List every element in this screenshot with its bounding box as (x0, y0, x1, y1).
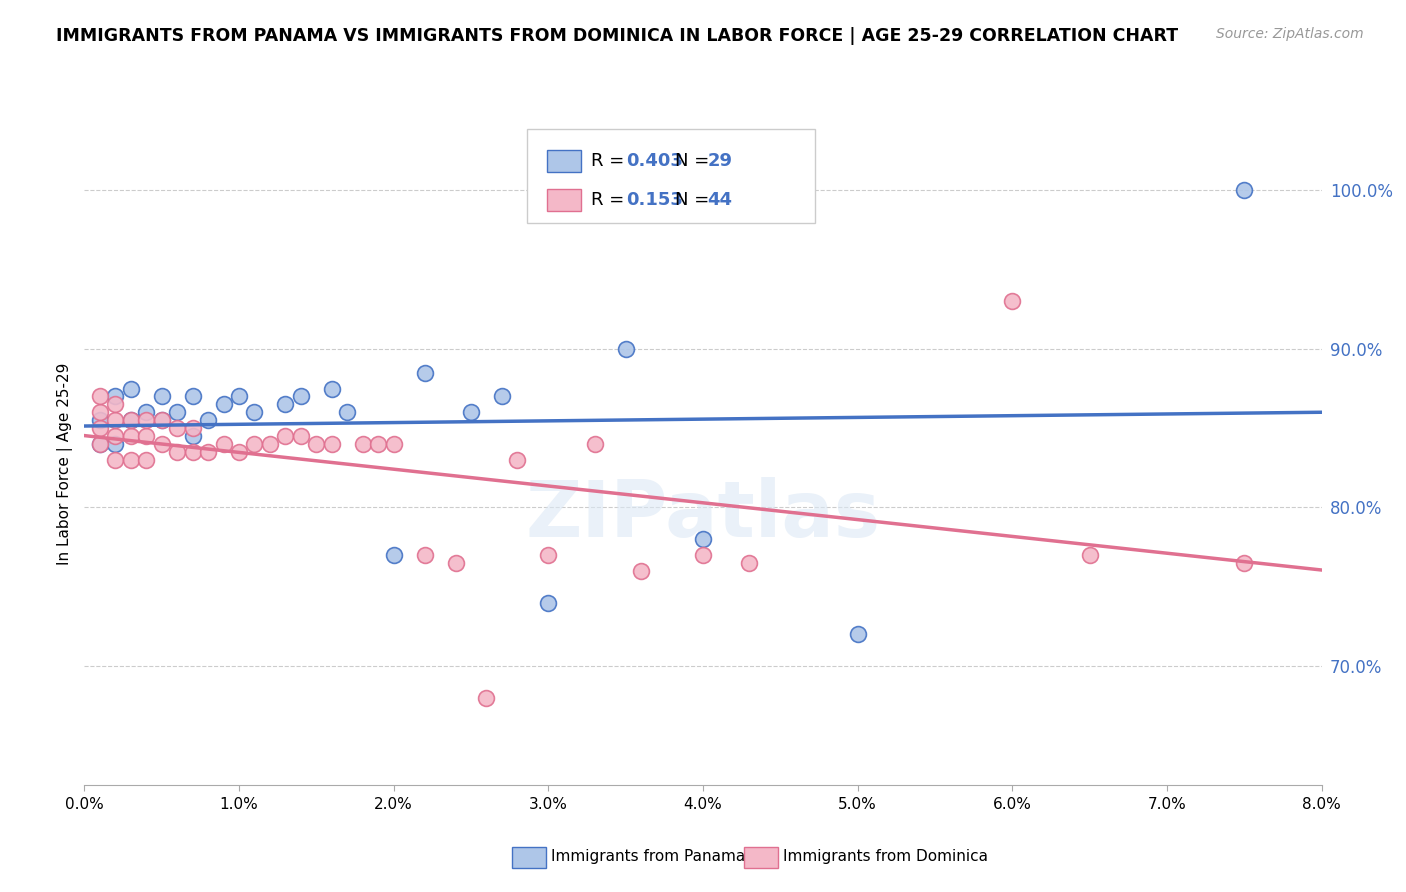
Point (150, 437, 173, 451)
Point (537, 548, 560, 562)
Point (197, 445, 219, 459)
Point (89, 413, 111, 427)
Point (150, 389, 173, 403)
Point (120, 413, 142, 427)
Point (120, 453, 142, 467)
Text: ZIPatlas: ZIPatlas (526, 477, 880, 553)
Point (506, 453, 529, 467)
Point (89, 421, 111, 435)
Point (614, 342, 637, 356)
Point (135, 429, 157, 443)
Text: IMMIGRANTS FROM PANAMA VS IMMIGRANTS FROM DOMINICA IN LABOR FORCE | AGE 25-29 CO: IMMIGRANTS FROM PANAMA VS IMMIGRANTS FRO… (56, 27, 1178, 45)
Point (1078, 548, 1101, 562)
Point (181, 421, 204, 435)
Point (135, 413, 157, 427)
Y-axis label: In Labor Force | Age 25-29: In Labor Force | Age 25-29 (58, 363, 73, 565)
Point (413, 548, 436, 562)
Point (491, 389, 513, 403)
Point (274, 397, 297, 411)
Point (166, 421, 188, 435)
Text: 44: 44 (707, 191, 733, 209)
Point (367, 437, 389, 451)
Point (89, 437, 111, 451)
Point (382, 437, 405, 451)
Point (321, 437, 343, 451)
Point (89, 437, 111, 451)
Point (228, 445, 250, 459)
Point (692, 532, 714, 546)
Point (104, 453, 127, 467)
Point (692, 548, 714, 562)
Point (537, 596, 560, 610)
Point (104, 389, 127, 403)
Point (120, 429, 142, 443)
Point (413, 366, 436, 380)
Point (290, 389, 312, 403)
Point (120, 382, 142, 396)
Point (135, 405, 157, 419)
Point (630, 564, 652, 578)
Point (382, 548, 405, 562)
Point (212, 397, 235, 411)
Point (259, 437, 281, 451)
Point (135, 453, 157, 467)
Point (150, 413, 173, 427)
Point (583, 437, 606, 451)
Point (336, 405, 359, 419)
Point (475, 690, 498, 705)
Text: Immigrants from Dominica: Immigrants from Dominica (783, 849, 988, 863)
Point (104, 437, 127, 451)
Point (212, 437, 235, 451)
Point (104, 397, 127, 411)
Point (846, 627, 869, 641)
Point (243, 437, 266, 451)
Point (181, 389, 204, 403)
Point (104, 429, 127, 443)
Text: 0.403: 0.403 (626, 152, 682, 169)
Point (150, 413, 173, 427)
Point (352, 437, 374, 451)
Point (228, 389, 250, 403)
Point (290, 429, 312, 443)
Point (89, 389, 111, 403)
Point (1001, 294, 1024, 309)
Point (197, 413, 219, 427)
Text: Immigrants from Panama: Immigrants from Panama (551, 849, 745, 863)
Point (1233, 183, 1256, 197)
Text: 29: 29 (707, 152, 733, 169)
Text: R =: R = (591, 191, 630, 209)
Point (444, 556, 467, 570)
Point (120, 413, 142, 427)
Point (243, 405, 266, 419)
Point (181, 429, 204, 443)
Point (1233, 556, 1256, 570)
Point (321, 382, 343, 396)
Point (166, 405, 188, 419)
Text: N =: N = (675, 152, 714, 169)
Point (274, 429, 297, 443)
Point (305, 437, 328, 451)
Point (104, 413, 127, 427)
Text: Source: ZipAtlas.com: Source: ZipAtlas.com (1216, 27, 1364, 41)
Point (181, 445, 204, 459)
Text: 0.153: 0.153 (626, 191, 682, 209)
Point (738, 556, 761, 570)
Point (89, 405, 111, 419)
Text: N =: N = (675, 191, 714, 209)
Text: R =: R = (591, 152, 630, 169)
Point (460, 405, 482, 419)
Point (166, 445, 188, 459)
